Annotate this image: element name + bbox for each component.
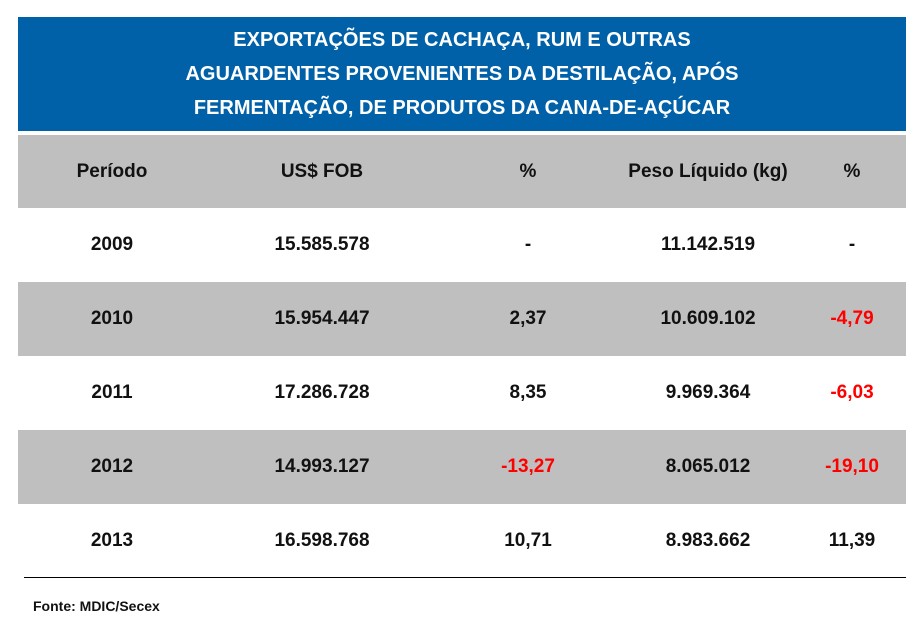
cell-periodo: 2012 [90,456,134,477]
cell-periodo: 2013 [90,530,134,551]
table-header-row: Período US$ FOB % Peso Líquido (kg) % [18,135,906,208]
source-note: Fonte: MDIC/Secex [33,598,160,614]
cell-usd-fob: 14.993.127 [274,456,370,477]
cell-percent-peso: -6,03 [830,382,874,403]
cell-percent-fob: 8,35 [509,382,547,403]
cell-percent-fob: - [524,234,532,255]
header-peso-liquido: Peso Líquido (kg) [628,160,788,182]
cell-usd-fob: 15.954.447 [274,308,370,329]
cell-peso-liquido: 8.065.012 [665,456,751,477]
table-row: 2012 14.993.127 -13,27 8.065.012 -19,10 [18,430,906,504]
title-line-1: EXPORTAÇÕES DE CACHAÇA, RUM E OUTRAS [233,29,691,51]
cell-percent-peso: -19,10 [825,456,879,477]
cell-percent-peso: 11,39 [828,530,876,551]
cell-peso-liquido: 8.983.662 [665,530,751,551]
title-line-3: FERMENTAÇÃO, DE PRODUTOS DA CANA-DE-AÇÚC… [193,97,731,119]
cell-peso-liquido: 9.969.364 [665,382,751,403]
header-periodo: Período [76,160,148,182]
cell-usd-fob: 16.598.768 [274,530,370,551]
table-row: 2010 15.954.447 2,37 10.609.102 -4,79 [18,282,906,356]
header-usd-fob: US$ FOB [280,160,364,182]
title-line-2: AGUARDENTES PROVENIENTES DA DESTILAÇÃO, … [185,63,739,85]
table-row: 2009 15.585.578 - 11.142.519 - [18,208,906,282]
table-row: 2011 17.286.728 8,35 9.969.364 -6,03 [18,356,906,430]
cell-usd-fob: 17.286.728 [274,382,370,403]
cell-percent-peso: -4,79 [830,308,874,329]
header-percent-peso: % [843,160,861,182]
header-percent-fob: % [519,160,537,182]
cell-periodo: 2009 [90,234,134,255]
cell-percent-peso: - [848,234,856,255]
cell-percent-fob: -13,27 [501,456,555,477]
cell-periodo: 2010 [90,308,134,329]
cell-percent-fob: 2,37 [509,308,547,329]
cell-usd-fob: 15.585.578 [274,234,370,255]
table-title: EXPORTAÇÕES DE CACHAÇA, RUM E OUTRAS AGU… [18,17,906,131]
cell-periodo: 2011 [91,382,133,403]
cell-peso-liquido: 11.142.519 [660,234,756,255]
cell-peso-liquido: 10.609.102 [660,308,756,329]
cell-percent-fob: 10,71 [504,530,552,551]
table-bottom-divider [24,577,906,578]
table-row: 2013 16.598.768 10,71 8.983.662 11,39 [18,504,906,578]
